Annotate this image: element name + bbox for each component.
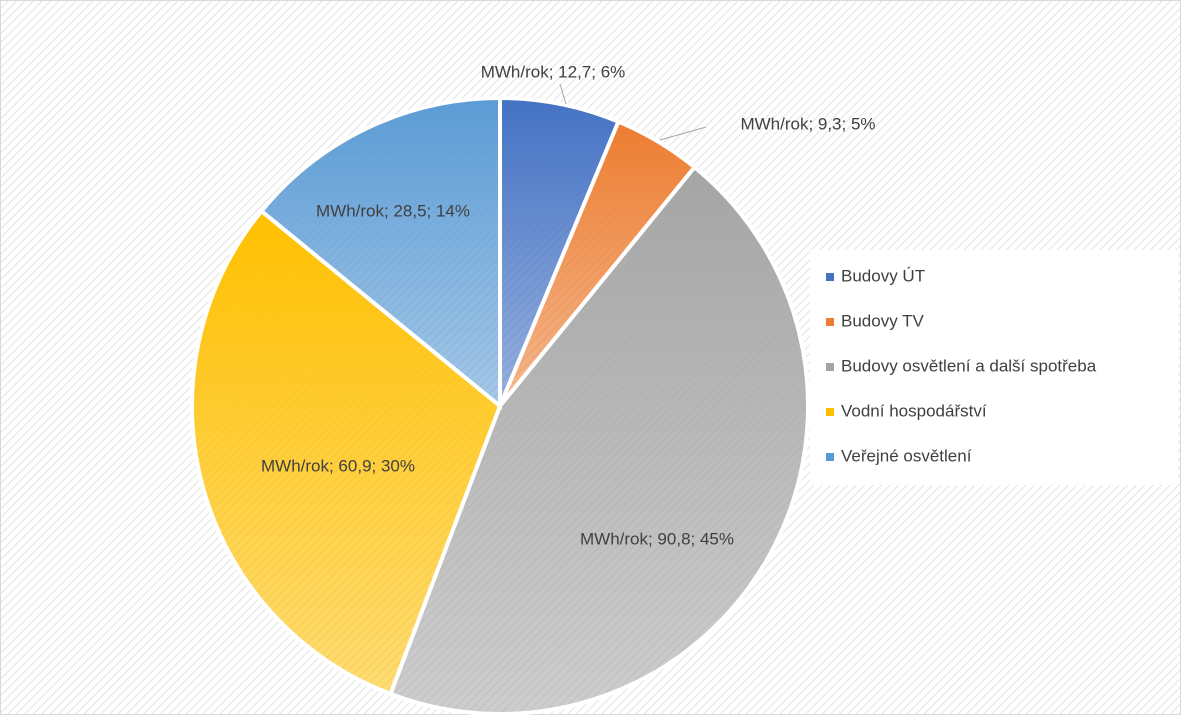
pie-slice xyxy=(258,95,502,411)
legend-label: Budovy TV xyxy=(841,311,925,330)
pie-slice xyxy=(498,95,622,407)
data-label: MWh/rok; 60,9; 30% xyxy=(261,456,415,475)
legend-label: Budovy ÚT xyxy=(841,266,925,285)
legend-label: Veřejné osvětlení xyxy=(841,446,972,465)
data-label: MWh/rok; 12,7; 6% xyxy=(481,62,626,81)
data-label: MWh/rok; 28,5; 14% xyxy=(316,201,470,220)
data-label: MWh/rok; 9,3; 5% xyxy=(740,114,875,133)
legend-swatch xyxy=(826,408,834,416)
legend-box xyxy=(810,250,1178,485)
legend-swatch xyxy=(826,363,834,371)
leader-line xyxy=(559,83,567,105)
pie-slice xyxy=(387,164,810,715)
legend-swatch xyxy=(826,273,834,281)
legend-swatch xyxy=(826,453,834,461)
pie-slice xyxy=(190,208,503,697)
legend-swatch xyxy=(826,318,834,326)
legend-label: Vodní hospodářství xyxy=(841,401,987,420)
leader-line xyxy=(659,126,707,141)
legend-label: Budovy osvětlení a další spotřeba xyxy=(841,356,1097,375)
data-label: MWh/rok; 90,8; 45% xyxy=(580,529,734,548)
